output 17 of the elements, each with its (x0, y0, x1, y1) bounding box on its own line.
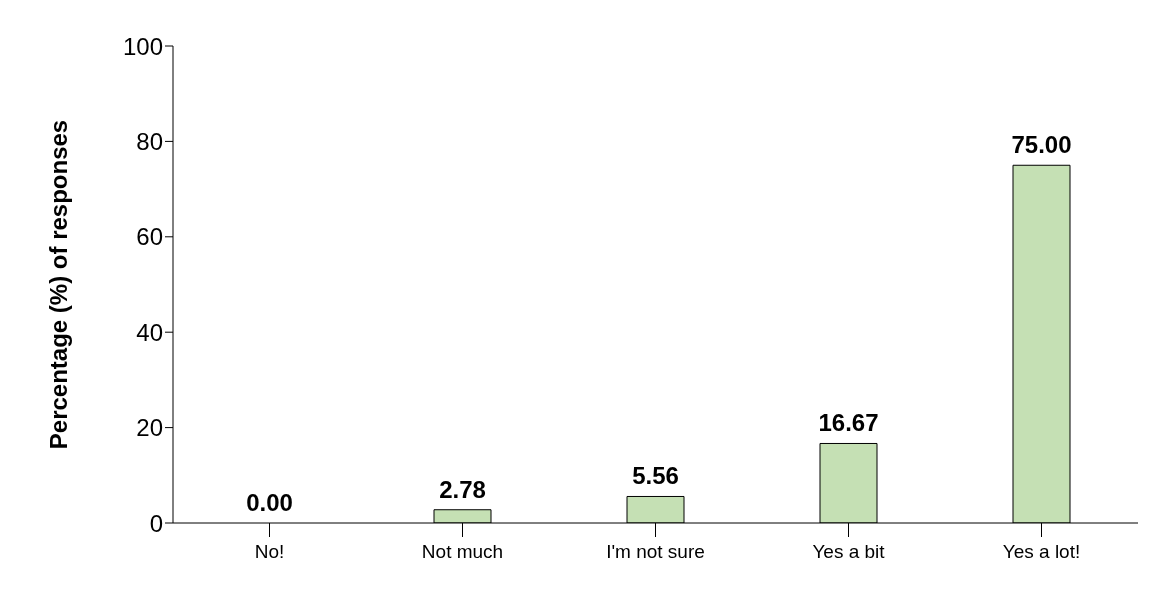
data-label: 16.67 (818, 409, 879, 437)
x-tick-label: Not much (421, 541, 504, 563)
data-label: 2.78 (439, 475, 486, 503)
x-tick-label: I'm not sure (606, 541, 705, 563)
x-tick-label: Yes a lot! (1002, 541, 1081, 563)
y-tick-label: 0 (149, 509, 163, 537)
data-label: 75.00 (1011, 131, 1072, 159)
y-tick-label: 100 (122, 32, 163, 60)
data-label: 5.56 (632, 462, 679, 490)
data-label: 0.00 (246, 489, 293, 516)
y-tick-label: 20 (136, 414, 163, 442)
x-tick-label: No! (254, 541, 285, 563)
y-tick-label: 80 (136, 127, 163, 155)
y-axis-title: Percentage (%) of responses (44, 119, 72, 450)
y-tick-label: 60 (136, 223, 163, 251)
y-tick-label: 40 (136, 318, 163, 346)
x-tick-label: Yes a bit (812, 541, 886, 563)
